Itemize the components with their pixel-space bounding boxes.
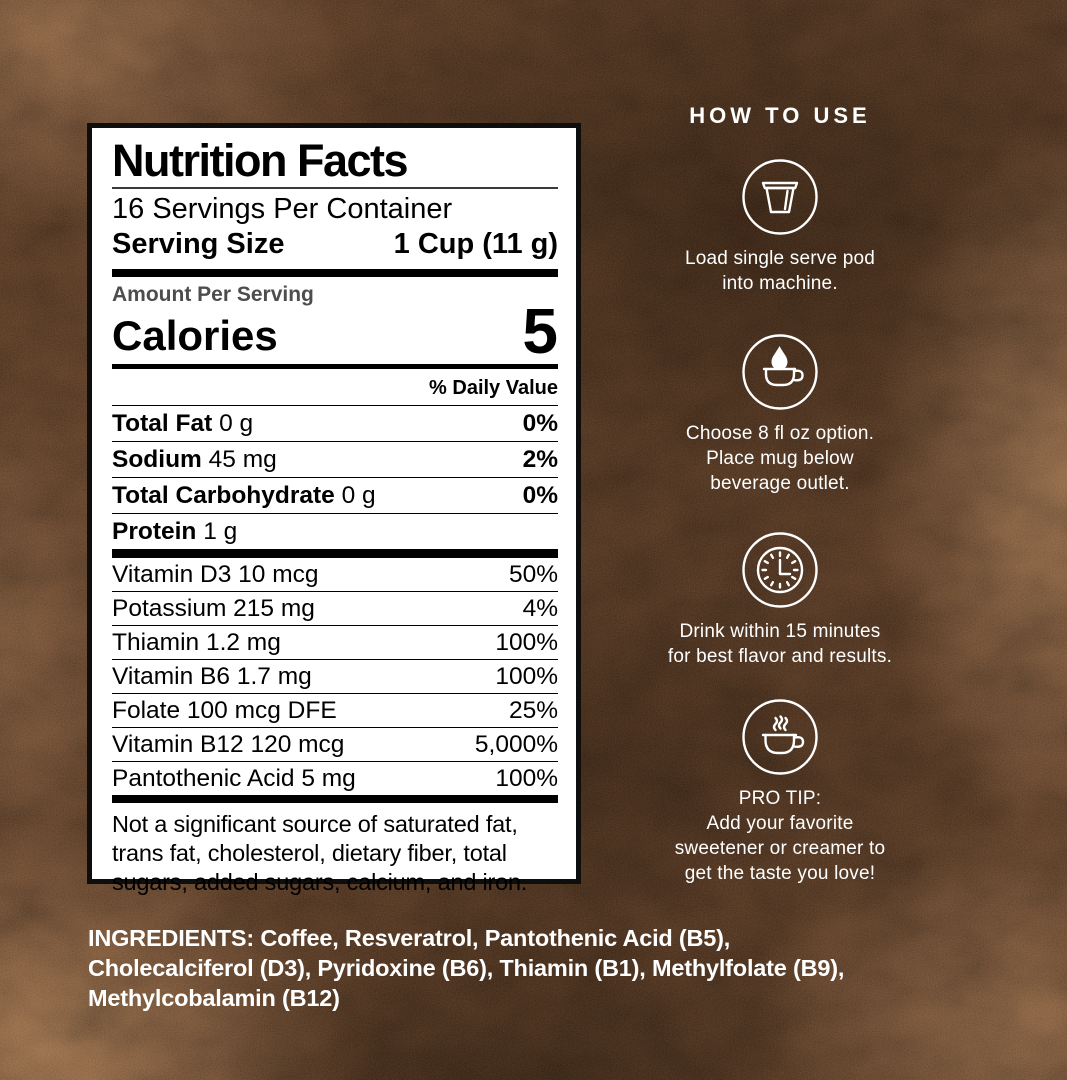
- nutrient-row: Total Fat 0 g 0%: [112, 405, 558, 441]
- vitamin-row: Vitamin D3 10 mcg 50%: [112, 557, 558, 591]
- step-text: Choose 8 fl oz option. Place mug below b…: [685, 423, 875, 494]
- calories-label: Calories: [112, 312, 278, 360]
- step-text: Drink within 15 minutes for best flavor …: [667, 621, 893, 667]
- step-choose-size: Choose 8 fl oz option. Place mug below b…: [628, 332, 932, 496]
- nutrition-facts-label: Nutrition Facts 16 Servings Per Containe…: [87, 123, 581, 895]
- step-drink-timing: Drink within 15 minutes for best flavor …: [628, 530, 932, 669]
- daily-value-header: % Daily Value: [429, 377, 558, 400]
- nutrient-row: Sodium 45 mg 2%: [112, 441, 558, 477]
- nutrition-facts-title: Nutrition Facts: [112, 135, 409, 186]
- calories-row: Calories 5: [112, 295, 558, 368]
- divider: [112, 187, 558, 190]
- serving-size-value: 1 Cup (11 g): [393, 228, 558, 261]
- serving-size-row: Serving Size 1 Cup (11 g): [112, 228, 558, 261]
- clock-icon: [742, 532, 818, 608]
- vitamin-row: Pantothenic Acid 5 mg 100%: [112, 761, 558, 795]
- vitamin-row: Vitamin B6 1.7 mg 100%: [112, 659, 558, 693]
- nutrient-row: Protein 1 g: [112, 513, 558, 549]
- clock-tick-marks: [761, 551, 799, 589]
- step-load-pod: Load single serve pod into machine.: [628, 157, 932, 296]
- how-to-use-heading: HOW TO USE: [689, 103, 871, 128]
- vitamin-rows: Vitamin D3 10 mcg 50% Potassium 215 mg 4% Th…: [112, 557, 558, 795]
- thick-divider: [112, 269, 558, 278]
- label-footnote: Not a significant source of saturated fa…: [112, 811, 528, 896]
- vitamin-row: Thiamin 1.2 mg 100%: [112, 625, 558, 659]
- mug-droplet-icon: [742, 334, 818, 410]
- vitamin-row: Folate 100 mcg DFE 25%: [112, 693, 558, 727]
- serving-size-label: Serving Size: [112, 228, 285, 261]
- calories-value: 5: [522, 295, 558, 368]
- step-text: Load single serve pod into machine.: [684, 248, 876, 294]
- nutrient-row: Total Carbohydrate 0 g 0%: [112, 477, 558, 513]
- nutrient-rows: Total Fat 0 g 0% Sodium 45 mg 2% Total Carbo…: [112, 405, 558, 549]
- step-text: PRO TIP: Add your favorite sweetener or …: [674, 788, 886, 884]
- steaming-mug-icon: [742, 699, 818, 775]
- thick-divider: [112, 795, 558, 804]
- thick-divider: [112, 549, 558, 558]
- amount-per-serving-label: Amount Per Serving: [112, 283, 314, 307]
- ingredients-text: INGREDIENTS: Coffee, Resveratrol, Pantot…: [88, 925, 845, 1011]
- servings-per-container: 16 Servings Per Container: [112, 193, 453, 226]
- vitamin-row: Vitamin B12 120 mcg 5,000%: [112, 727, 558, 761]
- vitamin-row: Potassium 215 mg 4%: [112, 591, 558, 625]
- how-to-use-section: HOW TO USE Load single serve pod into ma…: [628, 103, 932, 886]
- coffee-pod-icon: [742, 159, 818, 235]
- step-pro-tip: PRO TIP: Add your favorite sweetener or …: [628, 697, 932, 886]
- medium-divider: [112, 364, 558, 370]
- steam-lines: [772, 715, 789, 732]
